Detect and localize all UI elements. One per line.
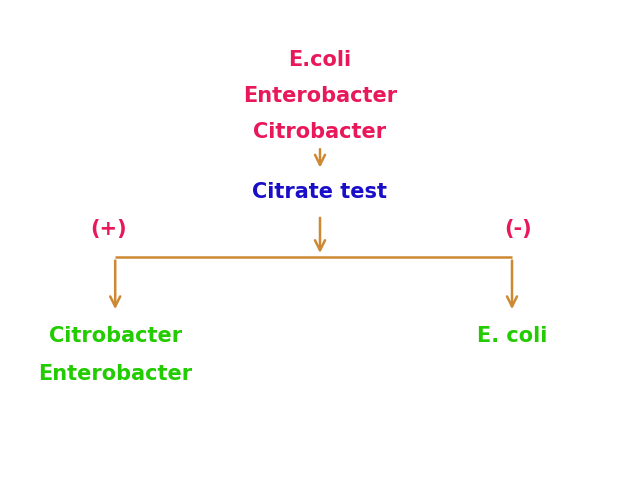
Text: E.coli: E.coli xyxy=(289,50,351,70)
Text: Citrobacter: Citrobacter xyxy=(253,122,387,142)
Text: Citrate test: Citrate test xyxy=(253,182,387,202)
Text: (+): (+) xyxy=(90,219,127,239)
Text: Enterobacter: Enterobacter xyxy=(243,86,397,106)
Text: (-): (-) xyxy=(504,219,532,239)
Text: Enterobacter: Enterobacter xyxy=(38,364,192,384)
Text: Citrobacter: Citrobacter xyxy=(49,326,182,346)
Text: E. coli: E. coli xyxy=(477,326,547,346)
